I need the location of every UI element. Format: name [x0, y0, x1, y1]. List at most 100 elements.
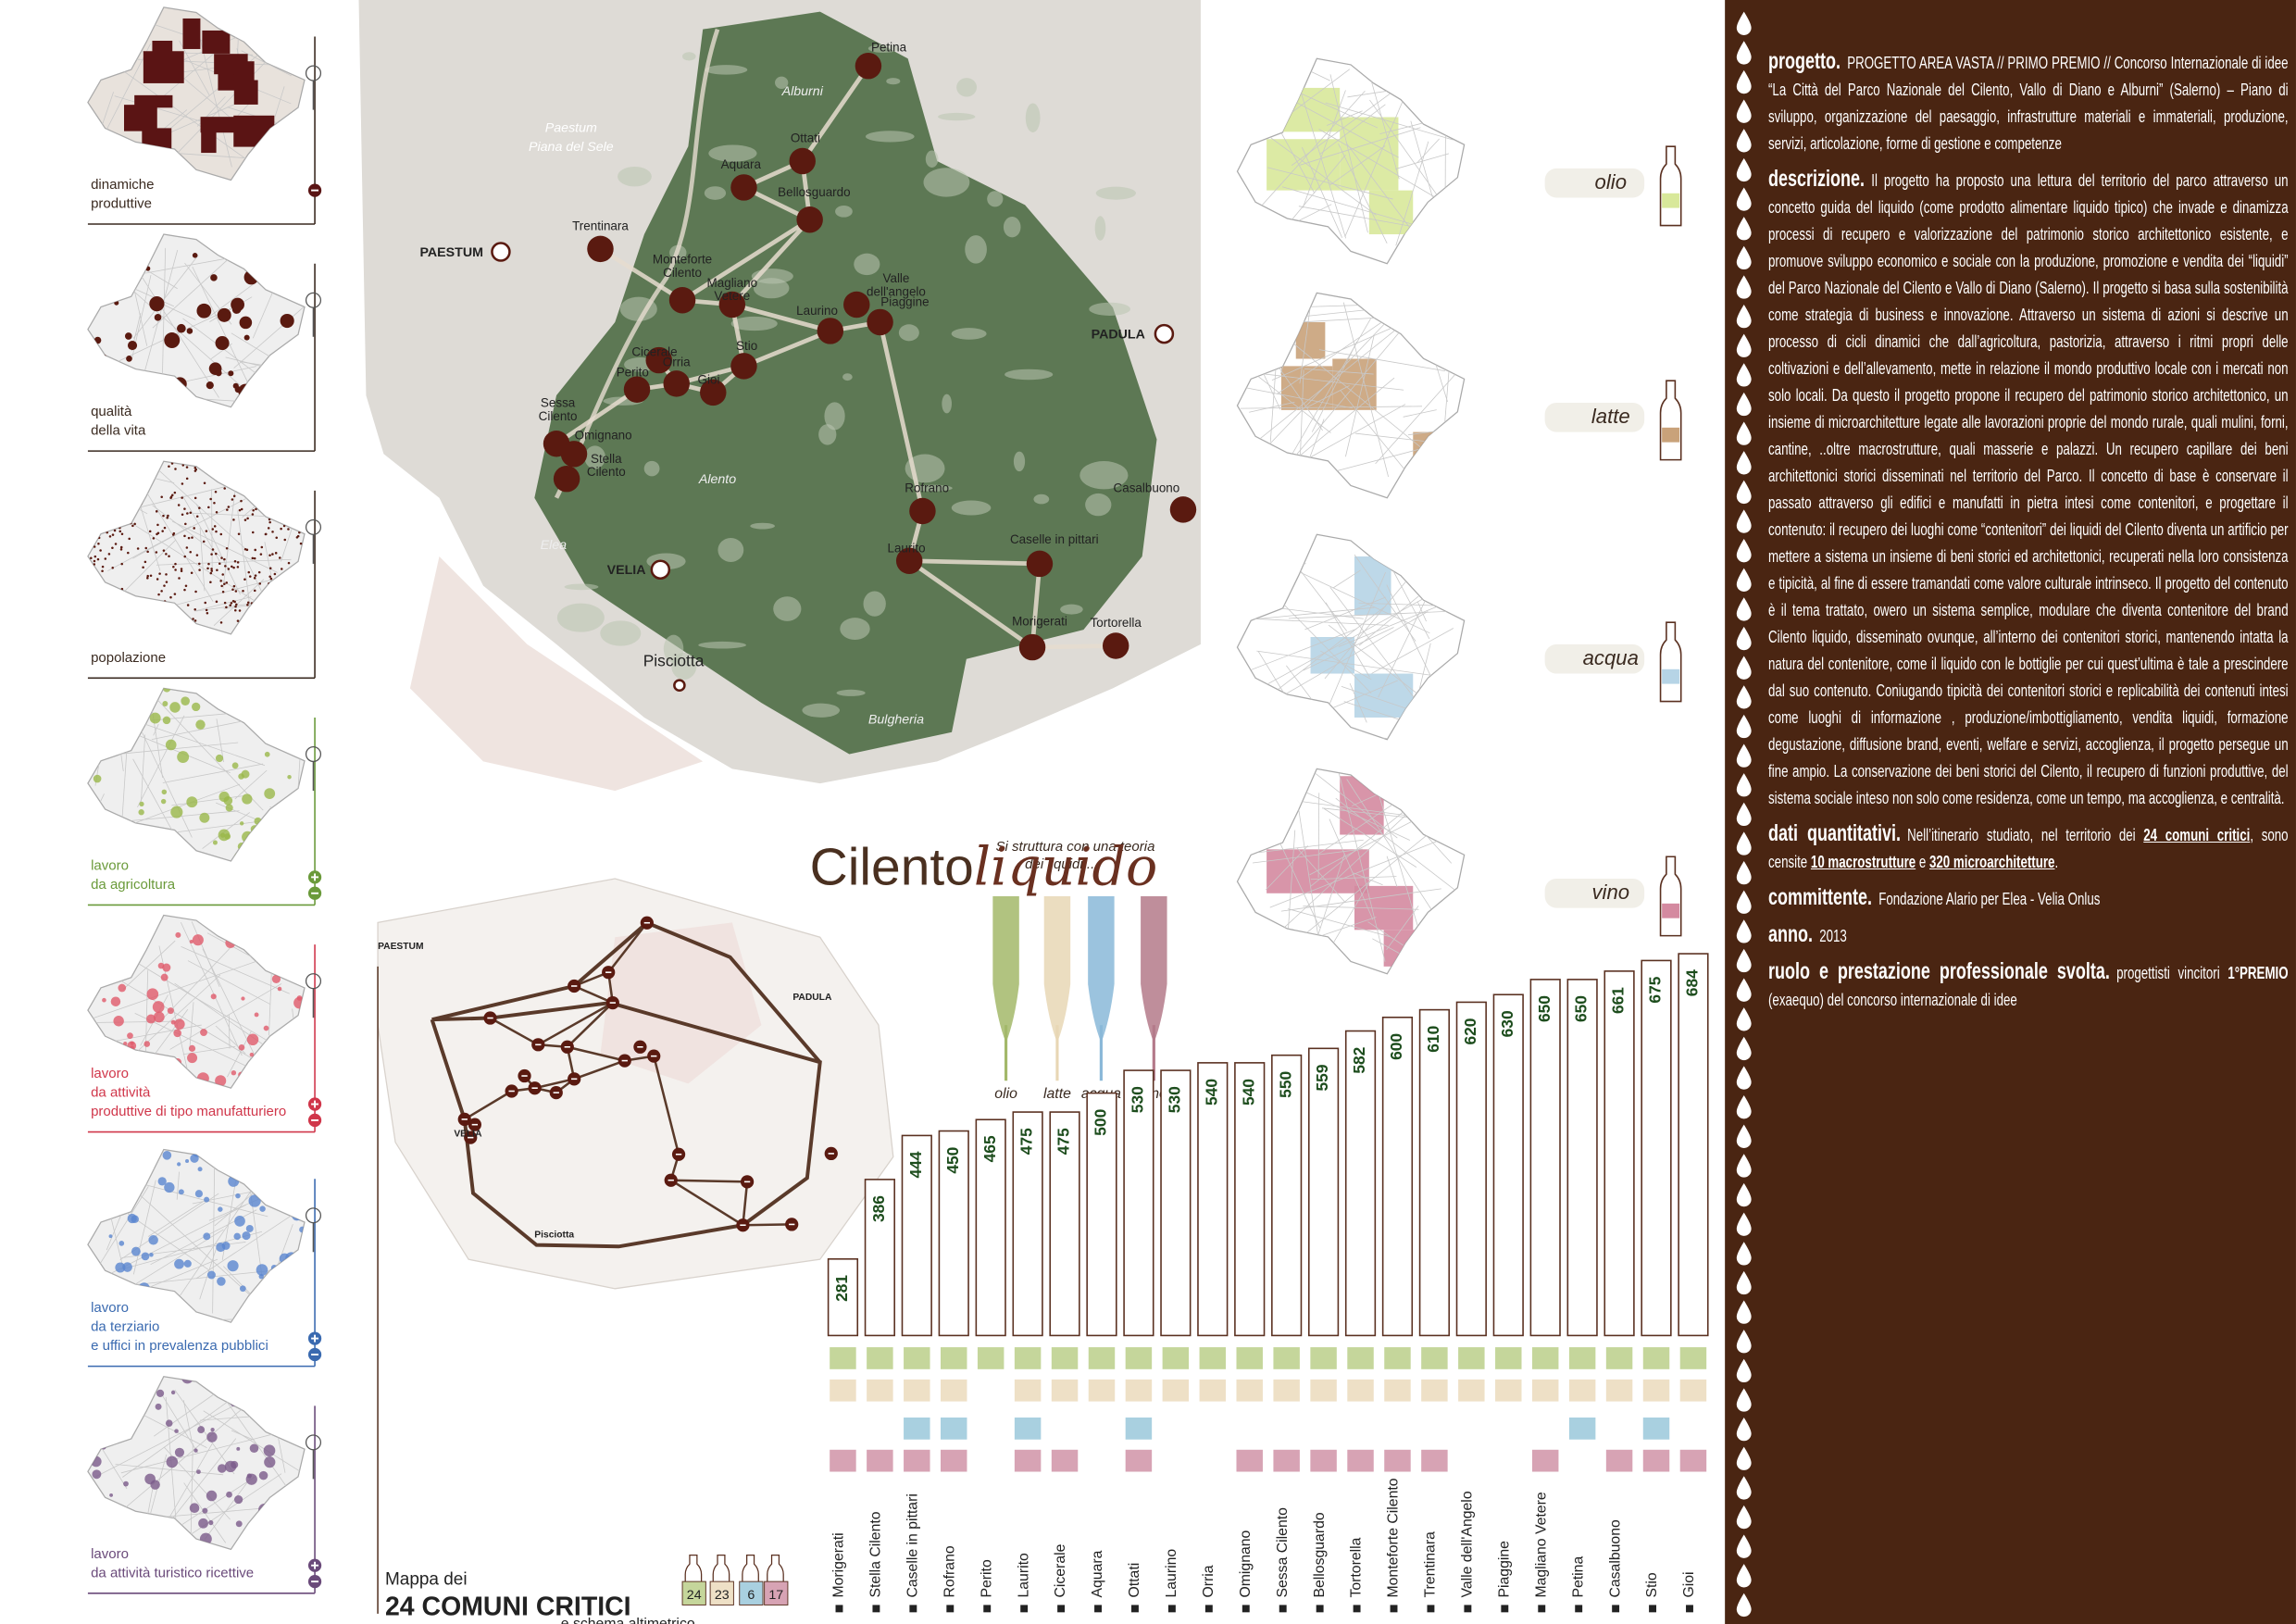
indicator-dot [174, 1429, 179, 1433]
population-dot [298, 531, 301, 534]
droplet [1736, 129, 1752, 153]
boundary [190, 1443, 193, 1536]
population-dot [254, 548, 256, 552]
boundary [1296, 847, 1345, 903]
droplet [1736, 802, 1752, 827]
bar [827, 1257, 859, 1337]
droplet [1736, 11, 1752, 35]
matrix-cell [904, 1347, 930, 1369]
boundary [234, 769, 268, 800]
matrix-cell [1642, 1347, 1670, 1369]
matrix-cell [904, 1379, 930, 1402]
boundary [1345, 335, 1375, 457]
population-dot [183, 507, 186, 510]
population-dot [156, 578, 159, 581]
droplet [1736, 99, 1752, 123]
town-label: Morigerati [1012, 614, 1067, 628]
indicator-dot [174, 1447, 184, 1457]
town-label: Laurito [887, 541, 925, 555]
indicator-dot [225, 804, 233, 812]
indicator-dot [231, 1069, 237, 1076]
population-dot [248, 575, 252, 578]
droplet [1736, 157, 1752, 182]
population-dot [225, 581, 229, 584]
population-dot [185, 477, 189, 481]
schema-place: PADULA [792, 993, 832, 1003]
population-dot [101, 565, 105, 568]
town-dot [663, 370, 690, 397]
category-bullet [1390, 1605, 1398, 1613]
value-label: 684 [1683, 969, 1702, 996]
boundary [109, 1213, 124, 1270]
population-dot [223, 557, 226, 561]
indicator-dot [174, 1018, 185, 1030]
population-dot [254, 574, 257, 577]
matrix-cell [1014, 1379, 1042, 1402]
boundary [1267, 167, 1393, 200]
indicator-dot [160, 973, 168, 981]
indicator-dot [138, 809, 144, 816]
indicator-dot [195, 719, 206, 730]
population-dot [93, 563, 96, 566]
population-dot [251, 556, 255, 560]
population-dot [238, 508, 242, 512]
population-dot [210, 553, 213, 556]
population-dot [198, 568, 201, 571]
population-dot [177, 504, 181, 506]
droplet [1736, 1212, 1752, 1236]
matrix-cell [1125, 1417, 1153, 1440]
road [907, 558, 1034, 650]
population-dot [280, 568, 283, 570]
droplet [1736, 1007, 1752, 1031]
population-dot [195, 515, 199, 518]
matrix-cell [1125, 1379, 1153, 1402]
boundary [1245, 606, 1375, 621]
population-dot [226, 508, 229, 511]
population-dot [165, 581, 168, 583]
town-label: Cilento [663, 266, 702, 280]
category-bullet [1538, 1605, 1546, 1613]
town-label: Stio [736, 339, 757, 353]
population-dot [168, 465, 170, 468]
category-label: Orria [1201, 1565, 1217, 1597]
population-dot [209, 497, 212, 501]
boundary [1335, 797, 1465, 898]
matrix-cell [1384, 1347, 1411, 1369]
liquid-label: olio [1595, 170, 1627, 194]
population-dot [251, 531, 255, 534]
boundary [1303, 627, 1394, 671]
indicator-dot [194, 1190, 204, 1198]
town-dot [1026, 550, 1054, 578]
indicator-dot [181, 696, 190, 706]
population-dot [114, 543, 118, 545]
population-dot [207, 506, 210, 509]
droplet [1736, 1388, 1752, 1412]
indicator-dot [146, 988, 159, 1001]
town-dot [718, 291, 746, 319]
matrix-cell [1605, 1347, 1633, 1369]
category-bullet [1501, 1605, 1509, 1613]
indicator-dot [217, 1277, 226, 1286]
boundary [156, 558, 292, 566]
town-dot [855, 52, 882, 80]
population-dot [156, 531, 160, 535]
population-dot [185, 466, 189, 468]
population-dot [183, 588, 186, 592]
droplet [1736, 860, 1752, 885]
boundary [1303, 906, 1419, 910]
map-clearing [750, 522, 775, 530]
indicator-dot [206, 1270, 216, 1280]
bar [1641, 959, 1672, 1337]
boundary [1354, 432, 1425, 442]
population-dot [183, 555, 187, 558]
section: dati quantitativi. Nell’itinerario studia… [1768, 820, 2289, 875]
indicator-dot [193, 1448, 198, 1453]
liquid-area [1354, 556, 1391, 616]
indicator-dot [264, 1456, 276, 1468]
boundary [119, 1177, 263, 1307]
population-dot [271, 531, 274, 533]
place-label: PADULA [1092, 327, 1145, 342]
map-clearing [730, 316, 778, 331]
indicator-dot [102, 997, 106, 1003]
population-dot [215, 510, 218, 514]
